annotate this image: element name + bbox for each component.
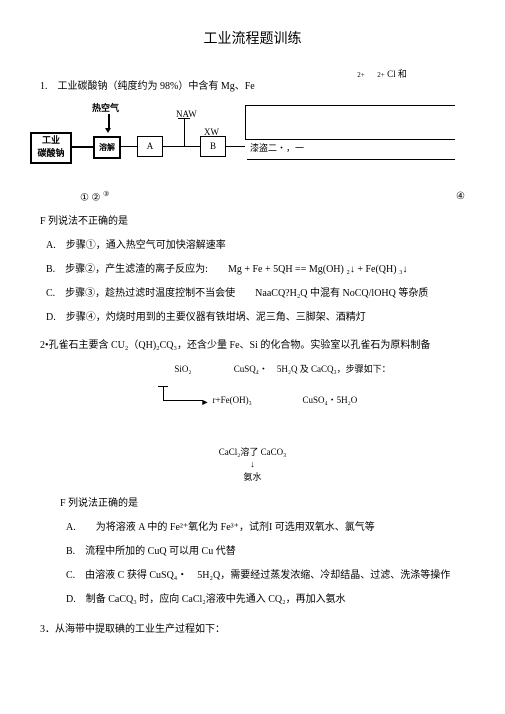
option-d2: D. 制备 CaCQ₃ 时，应向 CaCl₂溶液中先通入 CQ₂，再加入氨水 [66,593,465,607]
q1-sup2: 2+ [377,71,384,79]
rongjie-box: 溶解 [93,136,121,159]
right-text: 漆盗二・，一 [250,142,304,155]
q1-text: 1. 工业碳酸钠（纯度约为 98%）中含有 Mg、Fe 2+ 2+ Cl 和 [40,80,465,94]
q1-tail: Cl 和 [387,69,407,79]
option-b2: B. 流程中所加的 CuQ 可以用 Cu 代替 [66,545,465,559]
box-b: B [200,136,226,157]
industrial-box: 工业 碳酸钠 [30,132,72,164]
cuso4b-text: CuSO₄・5H₂O [303,394,358,407]
sio2-text: SiO₂ [174,364,191,374]
q1-sup1: 2+ [357,71,364,79]
option-a1: A. 步骤①，通入热空气可加快溶解速率 [46,239,465,253]
q1-main: 1. 工业碳酸钠（纯度约为 98%）中含有 Mg、Fe [40,81,255,92]
hot-air-label: 热空气 [92,102,119,115]
caco3-line: CaCl₂溶了 CaCO₃ [40,446,465,459]
stem-1: F 列说法不正确的是 [40,215,465,229]
tansuanna-text: 碳酸钠 [37,148,64,158]
chem-row-1: SiO₂ CuSQ₄・ 5H₂Q 及 CaCQ₃，步骤如下： [40,363,465,376]
option-d1: D. 步骤④，灼烧时用到的主要仪器有铁坩埚、泥三角、三脚架、酒精灯 [46,311,465,325]
caco3-block: CaCl₂溶了 CaCO₃ ↓ 氨水 [40,446,465,484]
flow-diagram-2: ► r+Fe(OH)₃ CuSO₄・5H₂O [103,386,403,426]
box-a: A [137,136,163,157]
q3-text: 3．从海带中提取碘的工业生产过程如下： [40,623,465,637]
caco3-arrow: ↓ [40,458,465,471]
flow-diagram-1: 热空气 工业 碳酸钠 溶解 A NAW XW B 漆盗二・，一 [50,102,465,182]
option-c1: C. 步骤③，趁热过滤时温度控制不当会使 NaaCQ?H₂Q 中混有 NoCQ/… [46,287,465,301]
step-numbers: ① ② ③ ④ [80,190,465,205]
step-3: ③ [103,190,109,198]
feoh-text: r+Fe(OH)₃ [213,394,252,407]
q2-text: 2•孔雀石主要含 CU₂（QH)₂CQ₃，还含少量 Fe、Si 的化合物。实验室… [40,339,465,353]
option-b1: B. 步骤②，产生滤渣的离子反应为: Mg + Fe + 5QH == Mg(O… [46,263,465,277]
option-c2: C. 由溶液 C 获得 CuSQ₄・ 5H₂Q，需要经过蒸发浓缩、冷却结晶、过滤… [66,569,465,583]
gongye-text: 工业 [42,135,60,145]
stem-2: F 列说法正确的是 [60,497,465,511]
ammonia-text: 氨水 [40,471,465,484]
step-4: ④ [456,190,465,204]
option-a2: A. 为将溶液 A 中的 Fe²⁺氧化为 Fe³⁺，试剂I 可选用双氧水、氯气等 [66,521,465,535]
page-title: 工业流程题训练 [40,30,465,50]
step-12: ① ② [80,192,103,203]
cuso4-text: CuSQ₄・ 5H₂Q 及 CaCQ₃，步骤如下： [234,364,391,374]
